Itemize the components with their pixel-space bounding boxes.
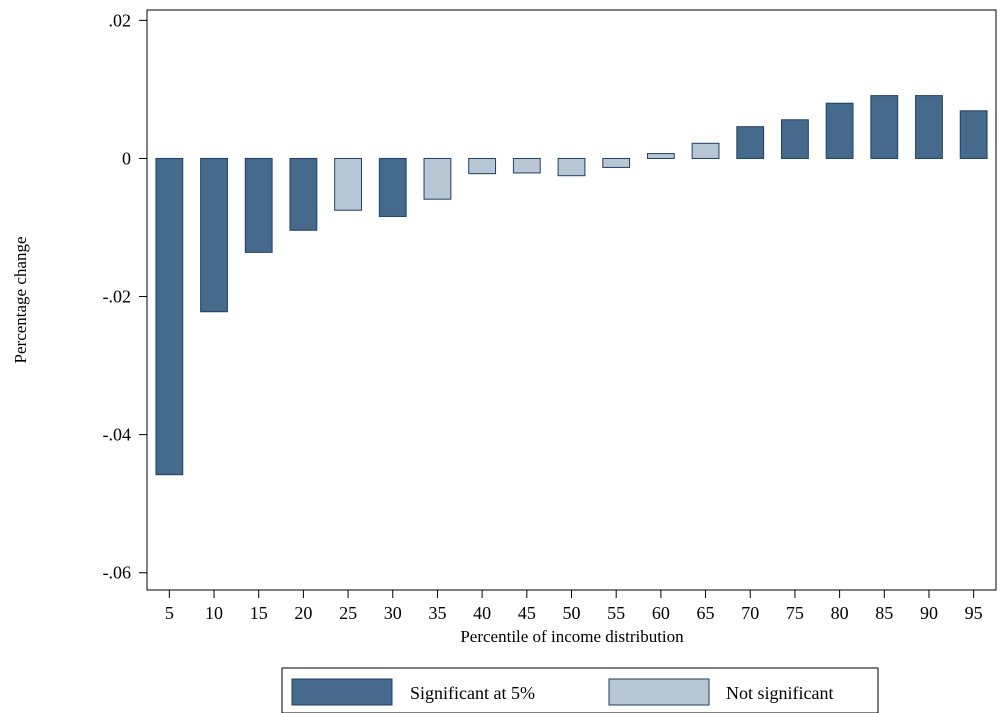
x-tick-label: 50 [563, 603, 581, 623]
x-tick-label: 45 [518, 603, 536, 623]
bars [155, 95, 988, 476]
bar-95 [959, 110, 988, 159]
x-axis: 5 10 15 20 25 30 35 40 45 50 55 60 65 70 75 80 85 90 95 [165, 590, 983, 623]
bar-80 [825, 102, 854, 159]
y-tick-label: 0 [122, 148, 131, 168]
y-tick-label: .02 [109, 10, 132, 30]
bar-40 [468, 157, 497, 175]
x-axis-title: Percentile of income distribution [460, 627, 684, 646]
x-tick-label: 60 [652, 603, 670, 623]
plot-frame [146, 9, 997, 591]
x-tick-label: 40 [473, 603, 491, 623]
x-tick-label: 25 [339, 603, 357, 623]
x-tick-label: 35 [428, 603, 446, 623]
bar-15 [244, 157, 273, 253]
x-tick-label: 5 [165, 603, 174, 623]
legend-swatch-not-significant [608, 678, 710, 706]
bar-90 [915, 95, 943, 159]
x-tick-label: 15 [250, 603, 268, 623]
bar-85 [870, 95, 899, 159]
bar-55 [602, 157, 631, 168]
x-tick-label: 65 [697, 603, 715, 623]
bar-30 [378, 157, 407, 217]
bar-65 [691, 142, 720, 159]
x-tick-label: 20 [294, 603, 312, 623]
x-tick-label: 70 [741, 603, 759, 623]
legend: Significant at 5% Not significant [281, 667, 879, 713]
x-tick-label: 75 [786, 603, 804, 623]
legend-label-not-significant: Not significant [726, 683, 833, 703]
bar-60 [646, 153, 675, 159]
legend-label-significant: Significant at 5% [410, 683, 535, 703]
y-tick-label: -.02 [103, 287, 132, 307]
bar-75 [781, 119, 809, 159]
x-tick-label: 90 [920, 603, 938, 623]
bar-45 [512, 157, 541, 174]
legend-swatch-significant [291, 678, 393, 706]
bar-5 [155, 157, 184, 476]
x-tick-label: 85 [875, 603, 893, 623]
bar-50 [557, 157, 586, 177]
y-axis: .02 0 -.02 -.04 -.06 [103, 10, 147, 583]
x-tick-label: 80 [831, 603, 849, 623]
bar-20 [289, 157, 318, 231]
bar-70 [736, 126, 765, 159]
x-tick-label: 10 [205, 603, 223, 623]
y-tick-label: -.04 [103, 425, 132, 445]
x-tick-label: 55 [607, 603, 625, 623]
bar-10 [200, 157, 228, 313]
x-tick-label: 95 [965, 603, 983, 623]
bar-25 [334, 157, 362, 211]
x-tick-label: 30 [384, 603, 402, 623]
y-tick-label: -.06 [103, 563, 132, 583]
bar-35 [423, 157, 452, 200]
y-axis-title: Percentage change [11, 237, 30, 364]
